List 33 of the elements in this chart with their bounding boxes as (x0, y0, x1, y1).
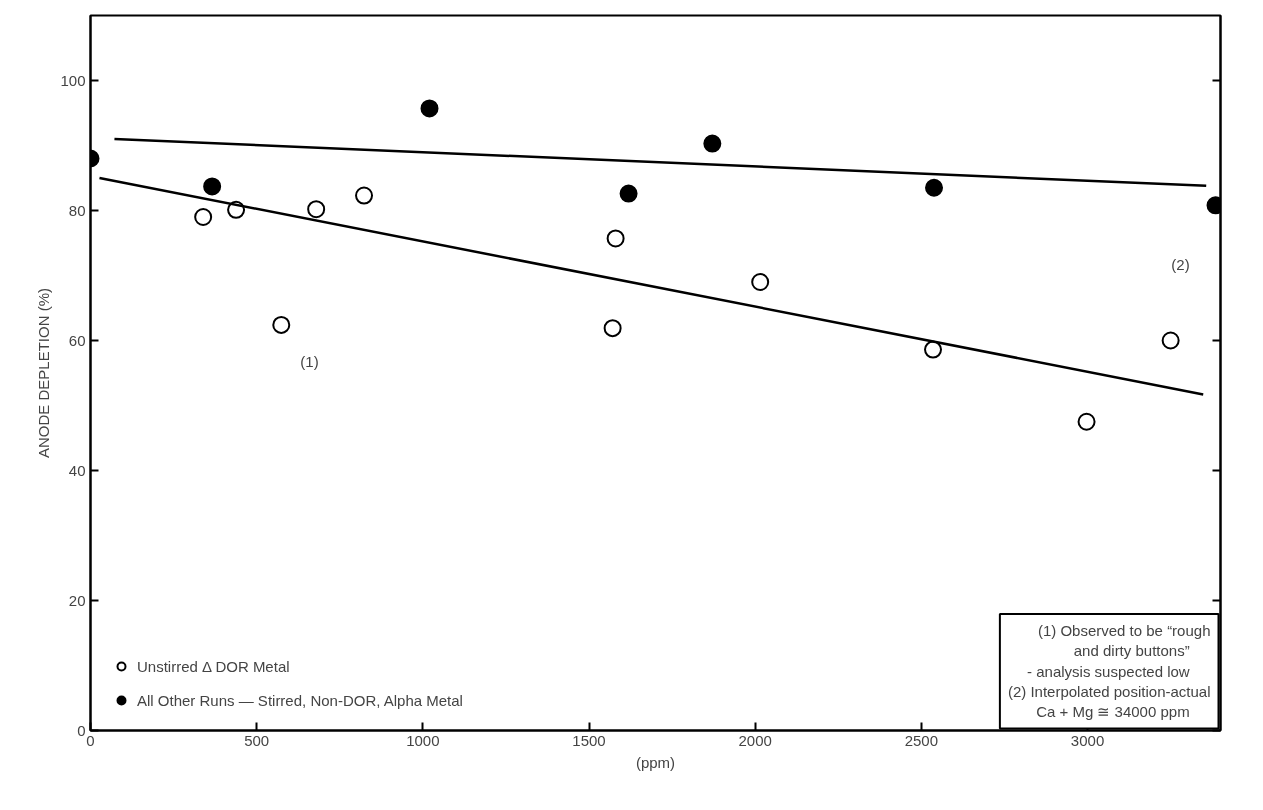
point (924, 340, 943, 359)
annotation: (2) (1171, 256, 1190, 273)
legend-label: All Other Runs — Stirred, Non-DOR, Alpha Metal (137, 691, 463, 709)
x-tick-label: 2000 (738, 731, 772, 749)
x-tick-label: 3000 (1070, 731, 1105, 749)
x-tick-label: 1000 (406, 731, 440, 749)
point (307, 200, 326, 219)
point (1161, 331, 1180, 350)
legend-label: Unstirred Δ DOR Metal (137, 657, 290, 675)
point (1077, 412, 1096, 431)
x-tick-label: 1500 (572, 731, 606, 749)
y-tick-label: 100 (60, 71, 86, 89)
x-tick-label: 2500 (904, 731, 939, 749)
point (603, 319, 622, 338)
point (751, 273, 770, 291)
annotation: (1) Observed to be “rough and dirty buttons” - analysis suspected low (2) Interpolated position-actual Ca + Mg ≅ 34000 ppm (1007, 621, 1211, 721)
y-tick-label: 80 (68, 201, 86, 219)
point (420, 99, 439, 118)
y-tick-label: 60 (68, 331, 86, 349)
point (703, 134, 722, 153)
point (194, 208, 213, 226)
point (606, 229, 625, 248)
point (619, 184, 638, 203)
y-tick-label: 40 (68, 461, 86, 479)
point (272, 315, 291, 334)
point (925, 178, 944, 197)
point (355, 186, 374, 205)
y-tick-label: 20 (68, 591, 86, 609)
x-axis-title: (ppm) (635, 753, 676, 771)
annotation: (1) (300, 353, 319, 370)
y-axis-title: ANODE DEPLETION (%) (35, 287, 53, 459)
x-tick-label: 500 (244, 731, 270, 749)
point (203, 177, 222, 196)
